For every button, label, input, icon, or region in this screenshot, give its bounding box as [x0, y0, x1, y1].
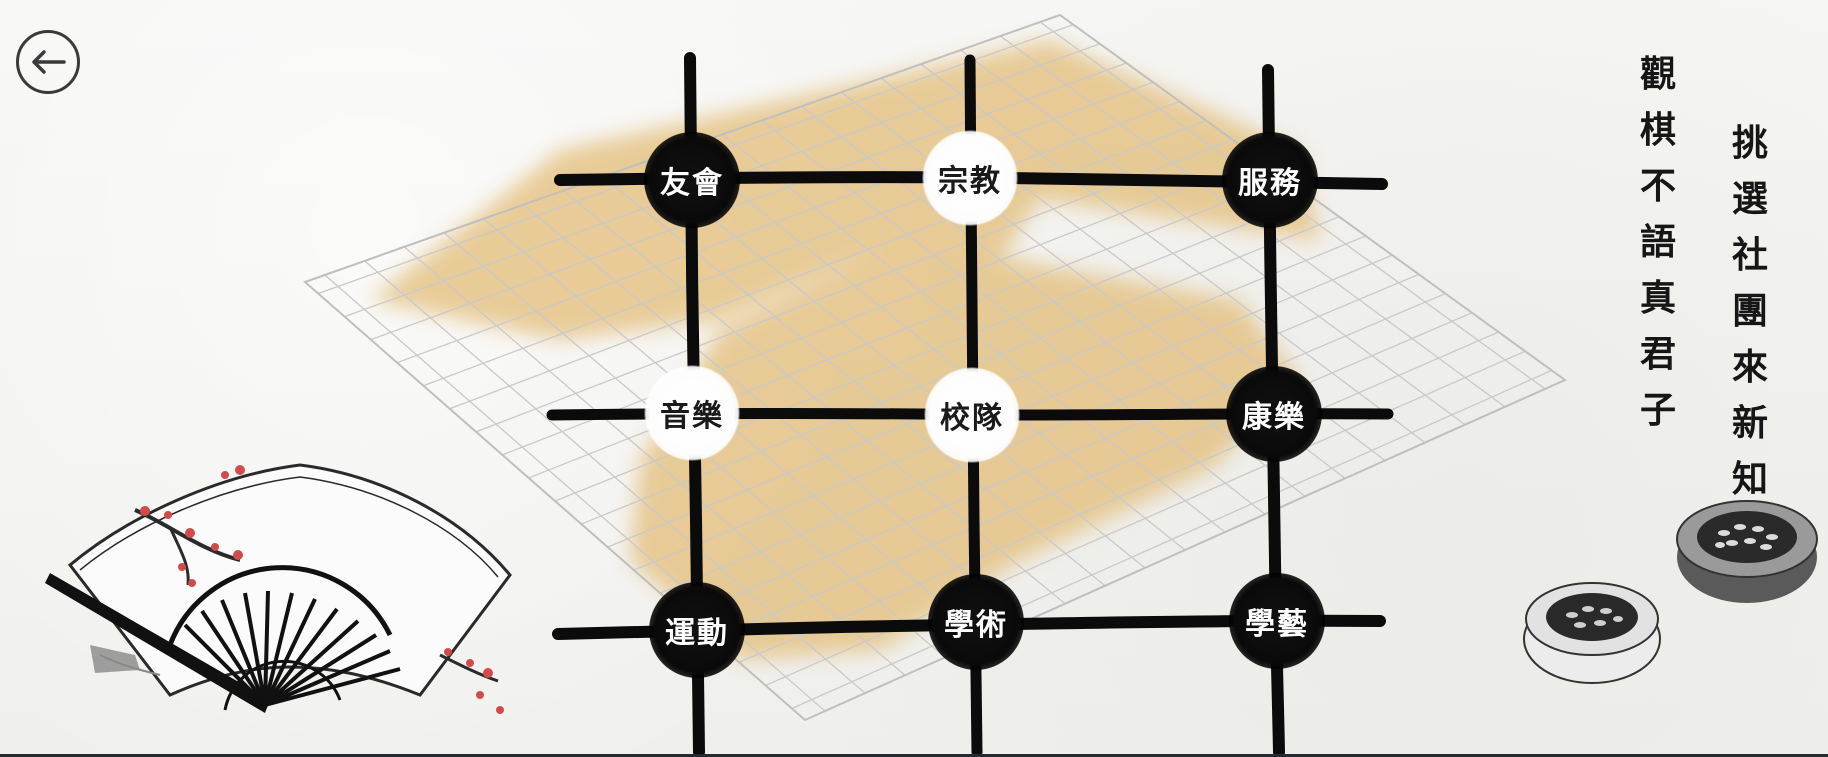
club-stone[interactable]: 學藝 — [1229, 573, 1325, 669]
poem-char: 不 — [1640, 165, 1677, 207]
club-stone[interactable]: 學術 — [928, 574, 1024, 670]
poem-line-1: 觀棋不語真君子 — [1640, 46, 1676, 438]
poem-char: 語 — [1640, 221, 1677, 263]
poem-char: 子 — [1640, 389, 1677, 431]
club-label: 服務 — [1238, 166, 1302, 201]
club-label: 學藝 — [1245, 607, 1309, 642]
club-stone[interactable]: 校隊 — [924, 367, 1020, 463]
club-stone[interactable]: 友會 — [644, 132, 740, 228]
club-label: 友會 — [660, 166, 724, 201]
club-label: 康樂 — [1242, 400, 1306, 435]
club-stone[interactable]: 服務 — [1222, 132, 1318, 228]
poem-char: 選 — [1732, 178, 1769, 220]
poem-char: 來 — [1732, 346, 1769, 388]
poem-char: 挑 — [1732, 122, 1769, 164]
back-button[interactable] — [16, 30, 80, 94]
folding-fan-illustration — [45, 463, 512, 714]
poem-char: 團 — [1732, 290, 1769, 332]
poem-char: 觀 — [1640, 53, 1677, 95]
bottom-strip — [0, 754, 1828, 757]
club-label: 學術 — [944, 608, 1008, 643]
stone-bowl-icon — [1523, 582, 1661, 684]
stone-bowl-icon — [1676, 500, 1818, 603]
club-stone[interactable]: 音樂 — [644, 365, 740, 461]
poem-char: 君 — [1640, 333, 1677, 375]
back-arrow-icon — [32, 50, 66, 74]
poem-char: 棋 — [1640, 109, 1677, 151]
poem-line-2: 挑選社團來新知 — [1732, 115, 1768, 507]
poem-char: 新 — [1732, 402, 1769, 444]
club-label: 校隊 — [940, 401, 1004, 436]
poem-char: 社 — [1732, 234, 1769, 276]
poem-char: 真 — [1640, 277, 1677, 319]
club-label: 宗教 — [938, 164, 1002, 199]
club-label: 音樂 — [660, 399, 724, 434]
club-stone[interactable]: 宗教 — [922, 130, 1018, 226]
poem-char: 知 — [1732, 458, 1769, 500]
club-stone[interactable]: 運動 — [649, 582, 745, 678]
club-label: 運動 — [665, 616, 729, 651]
club-stone[interactable]: 康樂 — [1226, 366, 1322, 462]
